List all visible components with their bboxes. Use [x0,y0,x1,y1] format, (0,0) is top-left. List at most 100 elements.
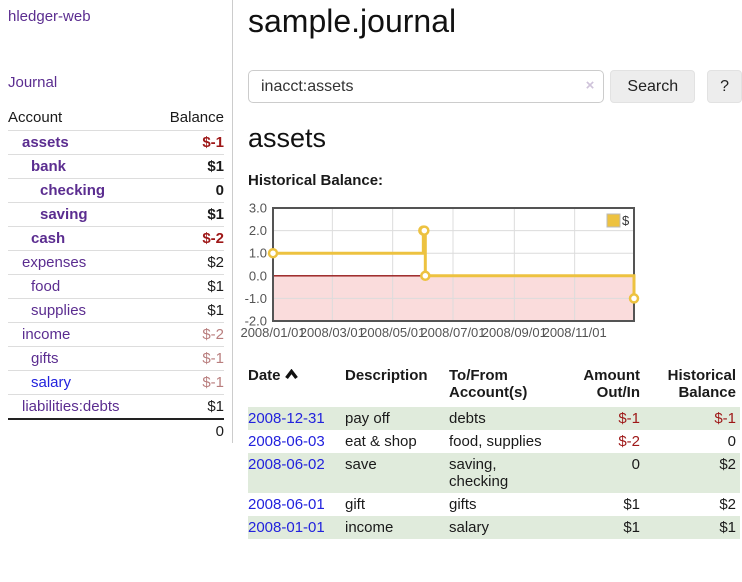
account-row: salary $-1 [8,370,224,395]
register-table: Date Description To/From Account(s) Amou… [248,365,740,539]
sidebar-account-checking[interactable]: checking [40,182,106,199]
account-row: saving $1 [8,202,224,227]
account-row: income $-2 [8,322,224,347]
transaction-description: pay off [345,410,390,427]
account-row: checking 0 [8,178,224,203]
search-input[interactable] [248,70,605,103]
account-balance: 0 [153,178,224,203]
transaction-date-link[interactable]: 2008-12-31 [248,410,325,427]
sidebar-account-income[interactable]: income [22,326,71,343]
chart-svg: $3.0 2.0 1.0 0.0 -1.0 -2.02008/01/012008/03/0… [240,201,640,340]
transaction-accounts: debts [449,410,486,427]
transaction-row: 2008-06-01 gift gifts $1 $2 [248,493,740,516]
transaction-balance: $2 [719,456,736,473]
account-balance: $1 [153,202,224,227]
transaction-row: 2008-06-03 eat & shop food, supplies $-2 0 [248,430,740,453]
sidebar-account-bank[interactable]: bank [31,158,67,175]
journal-link[interactable]: Journal [8,74,58,91]
svg-text:2008/05/01: 2008/05/01 [360,325,425,340]
accounts-table: Account Balance assets $-1 bank $1 checking 0… [8,107,224,443]
transaction-amount: $1 [623,496,640,513]
svg-text:1.0: 1.0 [249,246,267,261]
transaction-row: 2008-01-01 income salary $1 $1 [248,516,740,539]
sidebar-account-salary[interactable]: salary [31,374,72,391]
transaction-amount: $-1 [618,410,640,427]
historical-balance-chart[interactable]: $3.0 2.0 1.0 0.0 -1.0 -2.0 2008/01/01 2008/03/0… [240,201,643,345]
transaction-accounts: food, supplies [449,433,542,450]
account-row: expenses $2 [8,250,224,275]
account-balance: $-2 [153,322,224,347]
search-button[interactable]: Search [610,70,696,103]
transaction-date-link[interactable]: 2008-01-01 [248,519,325,536]
transaction-amount: $-2 [618,433,640,450]
account-balance: $1 [153,298,224,323]
transaction-description: save [345,456,377,473]
account-row: food $1 [8,274,224,299]
svg-text:-2.0: -2.0 [245,314,267,329]
transaction-balance: $1 [719,519,736,536]
svg-text:2008/07/01: 2008/07/01 [420,325,485,340]
register-header-balance: Historical Balance [667,367,736,401]
transaction-balance: $2 [719,496,736,513]
accounts-total-row: 0 [8,418,224,443]
transaction-amount: 0 [631,456,640,473]
svg-text:-1.0: -1.0 [245,291,267,306]
transaction-description: eat & shop [345,433,417,450]
main-content: sample.journal × Search ? assets Histori… [240,0,742,539]
svg-text:3.0: 3.0 [249,201,267,216]
account-row: liabilities:debts $1 [8,394,224,419]
account-balance: $-1 [153,130,224,155]
clear-search-icon[interactable]: × [585,77,595,94]
transaction-date-link[interactable]: 2008-06-01 [248,496,325,513]
svg-text:2008/01/01: 2008/01/01 [240,325,305,340]
account-row: supplies $1 [8,298,224,323]
svg-text:0.0: 0.0 [249,268,267,283]
sidebar-account-cash[interactable]: cash [31,230,66,247]
search-bar: × Search ? [248,70,742,103]
transaction-balance: 0 [727,433,736,450]
register-header-description: Description [345,367,428,384]
transaction-description: income [345,519,394,536]
svg-text:2008/11/01: 2008/11/01 [543,325,607,340]
account-balance: $-2 [153,226,224,251]
transaction-date-link[interactable]: 2008-06-03 [248,433,325,450]
account-row: gifts $-1 [8,346,224,371]
transaction-row: 2008-06-02 save saving, checking 0 $2 [248,453,740,493]
transaction-accounts: salary [449,519,490,536]
account-row: cash $-2 [8,226,224,251]
sort-ascending-icon [284,367,298,384]
sidebar-account-assets[interactable]: assets [22,134,69,151]
svg-text:2.0: 2.0 [249,223,267,238]
accounts-total-balance: 0 [153,418,224,443]
sidebar-account-expenses[interactable]: expenses [22,254,87,271]
account-balance: $-1 [153,346,224,371]
sidebar-account-food[interactable]: food [31,278,61,295]
register-header-accounts: To/From Account(s) [449,367,528,401]
search-box: × [248,70,605,103]
account-row: assets $-1 [8,130,224,155]
accounts-header-account: Account [8,109,63,126]
transaction-accounts: saving, checking [449,456,509,490]
register-header-date[interactable]: Date [248,365,345,407]
app-title[interactable]: hledger-web [8,8,91,25]
svg-text:2008/03/01: 2008/03/01 [300,325,365,340]
sidebar-account-gifts[interactable]: gifts [31,350,59,367]
transaction-accounts: gifts [449,496,477,513]
help-button[interactable]: ? [707,70,742,103]
svg-text:$: $ [622,213,630,228]
transaction-date-link[interactable]: 2008-06-02 [248,456,325,473]
account-balance: $1 [153,274,224,299]
account-balance: $2 [153,250,224,275]
sidebar-account-liabilities-debts[interactable]: liabilities:debts [22,398,120,415]
transaction-description: gift [345,496,366,513]
account-balance: $1 [153,154,224,179]
sidebar-account-supplies[interactable]: supplies [31,302,87,319]
accounts-header-balance: Balance [169,109,224,126]
page-title: sample.journal [248,3,457,39]
transaction-row: 2008-12-31 pay off debts $-1 $-1 [248,407,740,430]
account-heading: assets [248,123,327,153]
account-row: bank $1 [8,154,224,179]
svg-text:2008/09/01: 2008/09/01 [482,325,547,340]
sidebar-account-saving[interactable]: saving [40,206,88,223]
